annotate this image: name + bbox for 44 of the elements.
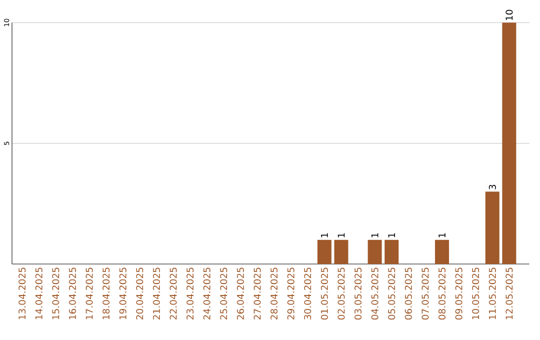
bar [485,192,500,264]
x-tick-label: 21.04.2025 [152,268,160,320]
data-label: 1 [338,233,345,238]
x-tick-label: 15.04.2025 [52,268,60,320]
data-label: 1 [321,233,328,238]
x-tick-label: 29.04.2025 [287,268,294,320]
x-tick-label: 02.05.2025 [338,268,345,320]
data-label: 10 [506,10,513,20]
x-tick-label: 01.05.2025 [320,268,328,320]
x-tick-label: 07.05.2025 [422,268,429,320]
x-tick-label: 25.04.2025 [220,268,228,320]
bar [317,240,332,264]
bar [502,22,516,264]
x-tick-label: 14.04.2025 [35,268,42,320]
x-tick-label: 12.05.2025 [506,268,513,320]
bar [334,240,348,264]
data-label: 1 [371,233,378,238]
bar [434,240,449,264]
data-label: 1 [388,233,395,238]
x-tick-label: 09.05.2025 [455,268,462,320]
x-tick-label: 11.05.2025 [488,268,496,320]
x-tick-label: 08.05.2025 [438,268,446,320]
data-label: 3 [488,184,496,190]
x-tick-label: 13.04.2025 [18,268,26,320]
x-tick-label: 27.04.2025 [254,268,261,320]
x-tick-label: 22.04.2025 [170,268,177,320]
data-label: 1 [438,233,446,238]
x-tick-label: 06.05.2025 [404,268,412,320]
x-tick-label: 05.05.2025 [388,268,396,320]
x-tick-label: 16.04.2025 [68,268,76,320]
bar [368,240,382,264]
x-tick-label: 18.04.2025 [102,268,110,320]
x-tick-label: 30.04.2025 [304,268,312,320]
bar [384,240,399,264]
x-tick-label: 24.04.2025 [203,268,210,320]
x-tick-label: 20.04.2025 [136,268,144,320]
x-tick-label: 19.04.2025 [119,268,126,320]
x-tick-label: 28.04.2025 [270,268,278,320]
x-tick-label: 23.04.2025 [186,268,194,320]
x-tick-label: 26.04.2025 [236,268,244,320]
x-tick-label: 10.05.2025 [472,268,480,320]
x-tick-label: 04.05.2025 [371,268,378,320]
x-tick-label: 03.05.2025 [354,268,362,320]
x-tick-label: 17.04.2025 [86,268,93,320]
